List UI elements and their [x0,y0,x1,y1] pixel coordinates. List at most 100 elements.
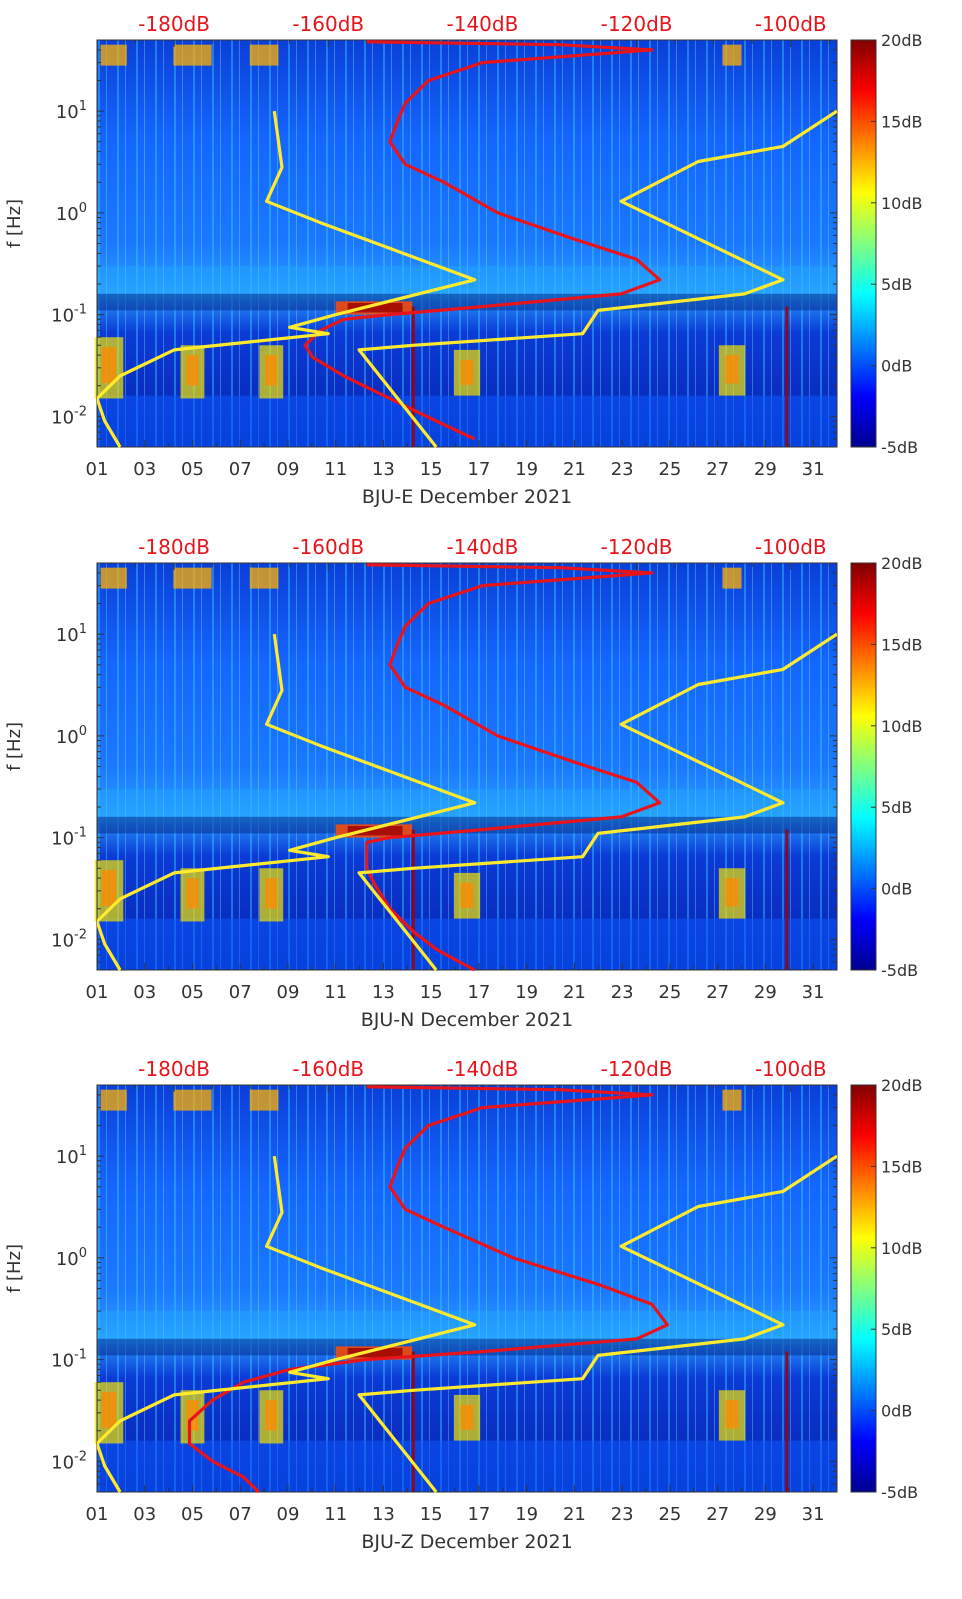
colorbar-tick-label: 5dB [881,275,912,294]
colorbar-tick-label: 20dB [881,554,923,573]
x-tick-label: 13 [372,459,395,480]
microseism-peak-core [347,303,403,313]
hf-event-2 [249,1089,279,1111]
x-tick-label: 05 [181,982,204,1003]
storm-core-3 [460,1404,474,1430]
x-tick-label: 27 [706,1504,729,1525]
dark-band [97,1338,837,1356]
colorbar-tick-label: -5dB [881,438,918,457]
x-axis: 01 03 05 07 09 11 13 15 17 19 21 23 25 27 29 31 [86,963,838,1003]
x-tick-label: 23 [611,459,634,480]
panel-0: 10-2 10-1 100 101 f [Hz] 01 03 05 07 09 11 13 15 17 19… [4,12,923,508]
storm-core-0 [101,347,117,384]
top-tick-label: -160dB [292,12,364,36]
y-tick-label: 10-2 [51,404,87,428]
x-axis-label: BJU-Z December 2021 [361,1531,572,1553]
transient-line-1 [785,1351,789,1492]
x-axis: 01 03 05 07 09 11 13 15 17 19 21 23 25 27 29 31 [86,440,838,480]
y-tick-label: 100 [56,724,87,748]
top-tick-label: -140dB [447,535,519,559]
series-line-nhnm [357,109,837,448]
colorbar-tick-label: 0dB [881,357,912,376]
series-line-station-psd-median [303,40,662,441]
colorbar: 20dB 15dB 10dB 5dB 0dB -5dB [850,1076,923,1502]
x-tick-label: 21 [563,1504,586,1525]
x-tick-label: 29 [754,459,777,480]
colorbar: 20dB 15dB 10dB 5dB 0dB -5dB [850,31,923,457]
hf-event-2 [249,44,279,66]
storm-core-2 [265,1400,278,1431]
y-axis-label: f [Hz] [4,199,25,248]
transient-line-0 [411,306,415,447]
microseism-peak-core [347,1348,403,1358]
top-db-axis: -180dB -160dB -140dB -120dB -100dB [96,1057,830,1092]
hf-event-0 [100,567,127,589]
storm-core-1 [186,355,199,386]
y-tick-label: 100 [56,1246,87,1270]
x-tick-label: 07 [229,459,252,480]
x-tick-label: 11 [324,982,347,1003]
transient-line-0 [411,829,415,970]
x-tick-label: 01 [86,982,109,1003]
x-tick-label: 03 [133,982,156,1003]
x-tick-label: 13 [372,982,395,1003]
colorbar-tick-label: -5dB [881,961,918,980]
y-axis: 10-2 10-1 100 101 [51,1084,837,1493]
x-tick-label: 09 [277,1504,300,1525]
x-tick-label: 15 [420,459,443,480]
storm-core-4 [725,1400,739,1429]
x-tick-label: 21 [563,982,586,1003]
x-tick-label: 25 [658,1504,681,1525]
x-axis-label: BJU-N December 2021 [361,1009,574,1031]
series-line-nlnm [97,633,477,971]
transient-line-1 [785,829,789,970]
storm-core-0 [101,870,117,907]
low-frequency-band [97,918,837,970]
colorbar-tick-label: 5dB [881,1320,912,1339]
x-tick-label: 31 [802,982,825,1003]
x-tick-label: 19 [515,1504,538,1525]
x-tick-label: 15 [420,982,443,1003]
low-frequency-band [97,1440,837,1492]
dark-band [97,293,837,311]
colorbar-gradient [850,39,877,448]
hf-event-1 [173,1089,212,1111]
storm-core-2 [265,355,278,386]
top-tick-label: -120dB [601,12,673,36]
panel-2: 10-2 10-1 100 101 f [Hz] 01 03 05 07 09 11 13 15 17 19… [4,1057,923,1553]
x-tick-label: 07 [229,982,252,1003]
x-tick-label: 09 [277,459,300,480]
series-line-nhnm [357,632,837,971]
x-tick-label: 25 [658,982,681,1003]
panel-1: 10-2 10-1 100 101 f [Hz] 01 03 05 07 09 11 13 15 17 19… [4,535,923,1031]
y-axis: 10-2 10-1 100 101 [51,562,837,971]
x-tick-label: 25 [658,459,681,480]
y-tick-label: 101 [56,1144,87,1168]
hf-event-2 [249,567,279,589]
x-tick-label: 21 [563,459,586,480]
colorbar-tick-label: 0dB [881,1402,912,1421]
hf-event-3 [722,567,742,589]
top-tick-label: -100dB [755,1057,827,1081]
colorbar-gradient [850,1084,877,1493]
colorbar: 20dB 15dB 10dB 5dB 0dB -5dB [850,554,923,980]
y-tick-label: 10-2 [51,927,87,951]
x-axis-label: BJU-E December 2021 [362,486,572,508]
x-tick-label: 31 [802,459,825,480]
colorbar-gradient [850,562,877,971]
storm-core-3 [460,882,474,908]
low-frequency-band [97,395,837,447]
colorbar-tick-label: 20dB [881,1076,923,1095]
top-db-axis: -180dB -160dB -140dB -120dB -100dB [96,12,830,47]
colorbar-tick-label: 20dB [881,31,923,50]
x-tick-label: 07 [229,1504,252,1525]
top-tick-label: -180dB [138,1057,210,1081]
microseism-peak-core [347,826,403,836]
top-tick-label: -160dB [292,535,364,559]
x-tick-label: 19 [515,459,538,480]
hf-event-1 [173,44,212,66]
y-tick-label: 10-1 [51,1348,87,1372]
x-tick-label: 17 [467,1504,490,1525]
colorbar-tick-label: 15dB [881,1157,923,1176]
